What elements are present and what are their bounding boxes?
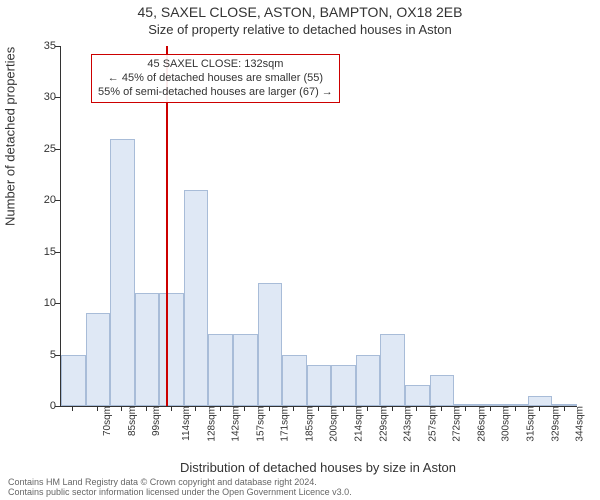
x-tick-mark	[392, 406, 394, 411]
x-tick-mark	[416, 406, 418, 411]
footer-attribution: Contains HM Land Registry data © Crown c…	[8, 478, 352, 498]
x-tick-label: 272sqm	[452, 406, 463, 442]
x-axis-label: Distribution of detached houses by size …	[60, 460, 576, 475]
histogram-bar	[282, 355, 307, 406]
histogram-bar	[135, 293, 160, 406]
plot-area: 45 SAXEL CLOSE: 132sqm ← 45% of detached…	[60, 46, 577, 407]
histogram-bar	[405, 385, 430, 406]
y-axis-label: Number of detached properties	[3, 47, 18, 226]
x-tick-label: 70sqm	[102, 406, 113, 436]
x-tick-mark	[121, 406, 123, 411]
histogram-bar	[528, 396, 553, 406]
x-tick-label: 286sqm	[476, 406, 487, 442]
x-tick-label: 114sqm	[181, 406, 192, 441]
x-tick-mark	[367, 406, 369, 411]
y-tick-label: 30	[26, 91, 56, 103]
y-tick-label: 10	[26, 297, 56, 309]
x-tick-mark	[490, 406, 492, 411]
histogram-bar	[110, 139, 135, 406]
y-tick-label: 0	[26, 400, 56, 412]
x-tick-mark	[293, 406, 295, 411]
y-tick-label: 35	[26, 40, 56, 52]
x-tick-mark	[146, 406, 148, 411]
x-tick-label: 243sqm	[403, 406, 414, 442]
x-tick-label: 344sqm	[575, 406, 586, 442]
x-tick-mark	[343, 406, 345, 411]
x-tick-mark	[97, 406, 99, 411]
histogram-bar	[430, 375, 455, 406]
x-tick-mark	[441, 406, 443, 411]
histogram-bar	[356, 355, 381, 406]
y-tick-label: 15	[26, 246, 56, 258]
histogram-bar	[184, 190, 209, 406]
histogram-bar	[307, 365, 332, 406]
annotation-box: 45 SAXEL CLOSE: 132sqm ← 45% of detached…	[91, 54, 340, 103]
x-tick-label: 300sqm	[501, 406, 512, 442]
x-tick-label: 99sqm	[151, 406, 162, 436]
x-tick-label: 185sqm	[304, 406, 315, 442]
x-tick-label: 257sqm	[427, 406, 438, 442]
chart-container: 45, SAXEL CLOSE, ASTON, BAMPTON, OX18 2E…	[0, 0, 600, 500]
x-tick-label: 200sqm	[329, 406, 340, 442]
y-tick-mark	[55, 46, 60, 48]
x-tick-mark	[318, 406, 320, 411]
y-tick-label: 25	[26, 143, 56, 155]
y-tick-mark	[55, 303, 60, 305]
x-tick-mark	[220, 406, 222, 411]
x-tick-label: 229sqm	[378, 406, 389, 442]
annotation-line-1: 45 SAXEL CLOSE: 132sqm	[98, 58, 333, 72]
x-tick-mark	[195, 406, 197, 411]
x-tick-label: 171sqm	[280, 406, 291, 442]
y-tick-label: 5	[26, 349, 56, 361]
x-tick-label: 329sqm	[550, 406, 561, 442]
y-tick-mark	[55, 252, 60, 254]
chart-title-sub: Size of property relative to detached ho…	[0, 22, 600, 37]
y-tick-mark	[55, 97, 60, 99]
histogram-bar	[61, 355, 86, 406]
histogram-bar	[208, 334, 233, 406]
chart-title-main: 45, SAXEL CLOSE, ASTON, BAMPTON, OX18 2E…	[0, 4, 600, 20]
x-tick-mark	[515, 406, 517, 411]
footer-line-2: Contains public sector information licen…	[8, 488, 352, 498]
x-tick-label: 142sqm	[231, 406, 242, 442]
x-tick-label: 157sqm	[255, 406, 266, 442]
x-tick-mark	[244, 406, 246, 411]
histogram-bar	[258, 283, 283, 406]
x-tick-label: 85sqm	[127, 406, 138, 436]
histogram-bar	[331, 365, 356, 406]
x-tick-mark	[269, 406, 271, 411]
y-tick-mark	[55, 406, 60, 408]
x-tick-mark	[72, 406, 74, 411]
x-tick-label: 128sqm	[206, 406, 217, 442]
x-tick-label: 214sqm	[354, 406, 365, 442]
annotation-line-2: ← 45% of detached houses are smaller (55…	[98, 72, 333, 86]
histogram-bar	[380, 334, 405, 406]
histogram-bar	[86, 313, 111, 406]
y-tick-mark	[55, 355, 60, 357]
x-tick-mark	[465, 406, 467, 411]
y-tick-mark	[55, 200, 60, 202]
x-tick-mark	[564, 406, 566, 411]
y-tick-mark	[55, 149, 60, 151]
y-tick-label: 20	[26, 194, 56, 206]
x-tick-label: 315sqm	[526, 406, 537, 442]
annotation-line-3: 55% of semi-detached houses are larger (…	[98, 86, 333, 100]
histogram-bar	[233, 334, 258, 406]
x-tick-mark	[539, 406, 541, 411]
x-tick-mark	[171, 406, 173, 411]
histogram-bar	[159, 293, 184, 406]
